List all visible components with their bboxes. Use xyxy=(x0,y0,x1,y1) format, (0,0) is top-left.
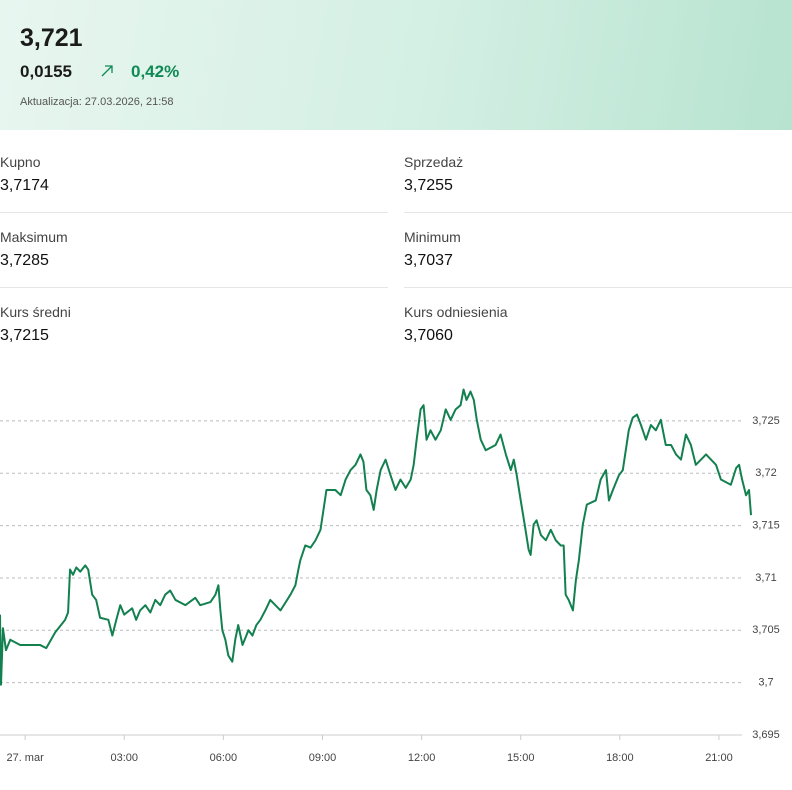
separator xyxy=(0,287,388,288)
separator xyxy=(404,212,792,213)
price-line xyxy=(0,388,753,686)
stat-label: Kurs średni xyxy=(0,304,71,320)
update-time: Aktualizacja: 27.03.2026, 21:58 xyxy=(20,96,174,108)
stat-value: 3,7060 xyxy=(404,327,453,344)
y-tick-label: 3,72 xyxy=(755,467,776,479)
y-tick-label: 3,695 xyxy=(752,729,780,741)
stat-value: 3,7285 xyxy=(0,252,49,269)
separator xyxy=(0,212,388,213)
price: 3,721 xyxy=(20,24,83,52)
x-tick-label: 21:00 xyxy=(705,752,733,764)
stat-value: 3,7037 xyxy=(404,252,453,269)
stat-value: 3,7215 xyxy=(0,327,49,344)
x-tick-label: 06:00 xyxy=(210,752,238,764)
x-tick-label: 15:00 xyxy=(507,752,535,764)
x-tick-label: 18:00 xyxy=(606,752,634,764)
stat-label: Maksimum xyxy=(0,229,68,245)
stat-label: Kurs odniesienia xyxy=(404,304,508,320)
x-tick-label: 27. mar xyxy=(6,752,44,764)
stat-label: Kupno xyxy=(0,154,41,170)
stat-label: Minimum xyxy=(404,229,461,245)
stat-value: 3,7255 xyxy=(404,177,453,194)
x-tick-label: 09:00 xyxy=(309,752,337,764)
up-arrow-icon xyxy=(101,65,113,77)
x-tick-label: 12:00 xyxy=(408,752,436,764)
quote-header: 3,721 0,0155 0,42% Aktualizacja: 27.03.2… xyxy=(0,0,792,130)
y-tick-label: 3,705 xyxy=(752,624,780,636)
y-tick-label: 3,71 xyxy=(755,572,776,584)
stat-value: 3,7174 xyxy=(0,177,49,194)
separator xyxy=(404,287,792,288)
y-tick-label: 3,7 xyxy=(758,677,773,689)
change-percent: 0,42% xyxy=(131,62,180,81)
y-tick-label: 3,715 xyxy=(752,519,780,531)
change: 0,0155 xyxy=(20,62,72,81)
x-tick-label: 03:00 xyxy=(110,752,138,764)
y-tick-label: 3,725 xyxy=(752,415,780,427)
stat-label: Sprzedaż xyxy=(404,154,464,170)
